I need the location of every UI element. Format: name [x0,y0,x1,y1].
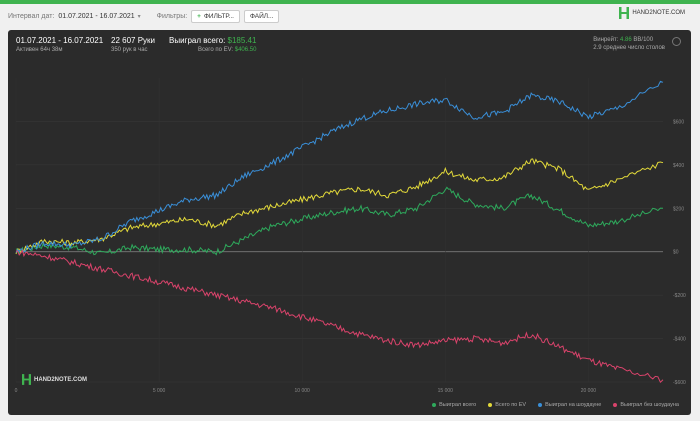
filter-button[interactable]: + ФИЛЬТР... [191,9,240,23]
y-tick-label: $0 [673,250,679,256]
x-tick-label: 5 000 [153,388,166,394]
summary-hands-per-hour: 350 рук в час [111,47,148,53]
won-value: $185.41 [227,36,257,45]
legend-label: Всего по EV [495,402,527,408]
legend-dot-icon [538,403,543,407]
interval-label: Интервал дат: [8,12,55,20]
series-line [15,158,664,255]
legend-item[interactable]: Выиграл всего [432,402,476,408]
legend-dot-icon [432,403,437,407]
y-tick-label: $600 [673,119,684,125]
x-tick-label: 15 000 [438,388,454,394]
summary-hands: 22 607 Руки [111,36,155,45]
legend-item[interactable]: Выиграл на шоудауне [538,402,601,408]
logo-mark-icon [619,7,630,19]
legend-item[interactable]: Всего по EV [488,402,526,408]
legend-dot-icon [613,403,618,407]
watermark: HAND2NOTE.COM [22,374,87,385]
watermark-logo-icon [22,374,31,385]
brand-name: HAND2NOTE.COM [632,10,685,16]
brand-logo: HAND2NOTE.COM [619,7,685,19]
plus-icon: + [197,12,201,20]
legend-item[interactable]: Выиграл без шоудауна [613,402,679,408]
summary-won-block: Выиграл всего: $185.41 Всего по EV: $406… [169,36,256,53]
graph-panel: 01.07.2021 - 16.07.2021 Активен 64ч 38м … [8,30,691,415]
summary-dates: 01.07.2021 - 16.07.2021 [16,36,104,45]
ev-label: Всего по EV: [197,47,234,53]
won-label: Выиграл всего: [169,36,226,45]
y-tick-label: $400 [673,163,684,169]
series-line [15,80,664,253]
legend-label: Выиграл на шоудауне [545,402,602,408]
winrate-value: 4.86 [620,37,632,43]
toolbar: Интервал дат: 01.07.2021 - 16.07.2021 ▾ … [0,4,700,28]
filters-label: Фильтры: [156,12,188,20]
summary-winrate-block: Винрейт: 4.86 BB/100 2.9 среднее число с… [593,37,665,51]
x-tick-label: 10 000 [295,388,311,394]
chart-legend: Выиграл всего Всего по EV Выиграл на шоуда… [420,402,679,408]
summary-active: Активен 64ч 38м [16,47,63,53]
winrate-unit: BB/100 [633,37,654,43]
settings-icon[interactable] [672,37,681,46]
interval-select[interactable]: 01.07.2021 - 16.07.2021 [58,12,135,20]
legend-label: Выиграл всего [439,402,477,408]
series-line [15,186,664,256]
summary-dates-block: 01.07.2021 - 16.07.2021 Активен 64ч 38м [16,36,103,53]
file-button[interactable]: ФАЙЛ... [243,9,280,23]
series-line [15,248,664,384]
legend-dot-icon [488,403,493,407]
chevron-down-icon[interactable]: ▾ [137,13,141,20]
summary-hands-block: 22 607 Руки 350 рук в час [111,36,155,53]
file-button-label: ФАЙЛ... [249,12,274,20]
tables-count: 2.9 среднее число столов [593,45,665,51]
y-tick-label: -$600 [673,380,686,386]
x-tick-label: 0 [15,388,18,394]
ev-value: $406.50 [234,47,257,53]
top-accent-bar [0,0,700,4]
y-tick-label: $200 [673,206,684,212]
watermark-text: HAND2NOTE.COM [34,376,88,383]
profit-chart: $600 $400 $200 $0 -$200 -$400 -$600 0 5 000 10 00… [15,78,686,394]
legend-label: Выиграл без шоудауна [620,402,679,408]
y-tick-label: -$400 [673,337,686,343]
y-tick-label: -$200 [673,293,686,299]
filter-button-label: ФИЛЬТР... [203,12,234,20]
x-tick-label: 20 000 [581,388,597,394]
winrate-label: Винрейт: [593,37,619,43]
